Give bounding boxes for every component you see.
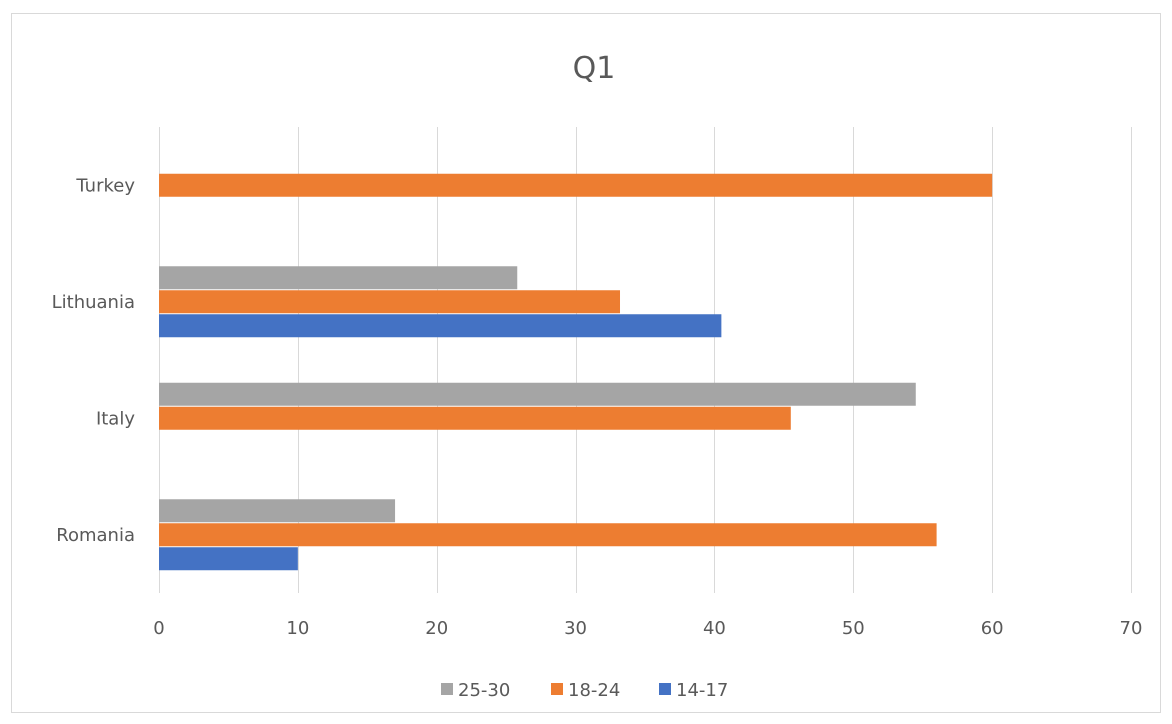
x-tick-label: 60: [981, 618, 1004, 639]
x-tick-label: 30: [564, 618, 587, 639]
bar-romania-25-30: [159, 499, 396, 523]
bar-lithuania-18-24: [159, 290, 621, 314]
bars: [159, 173, 993, 571]
gridlines: [159, 127, 1132, 593]
bar-romania-18-24: [159, 523, 937, 547]
x-tick-label: 40: [703, 618, 726, 639]
category-labels: Romania Italy Lithuania Turkey: [52, 175, 136, 546]
category-label: Lithuania: [52, 292, 135, 313]
category-label: Romania: [56, 525, 135, 546]
bar-lithuania-25-30: [159, 266, 518, 290]
legend-swatch: [441, 683, 453, 695]
x-tick-label: 10: [286, 618, 309, 639]
bar-lithuania-14-17: [159, 314, 722, 338]
x-tick-label: 50: [842, 618, 865, 639]
x-tick-label: 70: [1120, 618, 1143, 639]
chart-title: Q1: [573, 51, 616, 86]
x-tick-label: 0: [153, 618, 164, 639]
category-label: Turkey: [75, 175, 135, 196]
legend-item-25-30: 25-30: [441, 680, 510, 701]
legend-label: 18-24: [568, 680, 620, 701]
legend-swatch: [659, 683, 671, 695]
bar-romania-14-17: [159, 547, 298, 571]
legend-label: 25-30: [458, 680, 510, 701]
x-tick-label: 20: [425, 618, 448, 639]
x-tick-labels: 0 10 20 30 40 50 60 70: [153, 618, 1142, 639]
legend-label: 14-17: [676, 680, 728, 701]
bar-italy-25-30: [159, 382, 916, 406]
category-label: Italy: [96, 408, 135, 429]
legend-swatch: [551, 683, 563, 695]
legend-item-18-24: 18-24: [551, 680, 620, 701]
legend: 25-30 18-24 14-17: [441, 680, 728, 701]
legend-item-14-17: 14-17: [659, 680, 728, 701]
chart-area: [11, 13, 1161, 713]
bar-italy-18-24: [159, 406, 791, 430]
bar-turkey-18-24: [159, 173, 993, 197]
